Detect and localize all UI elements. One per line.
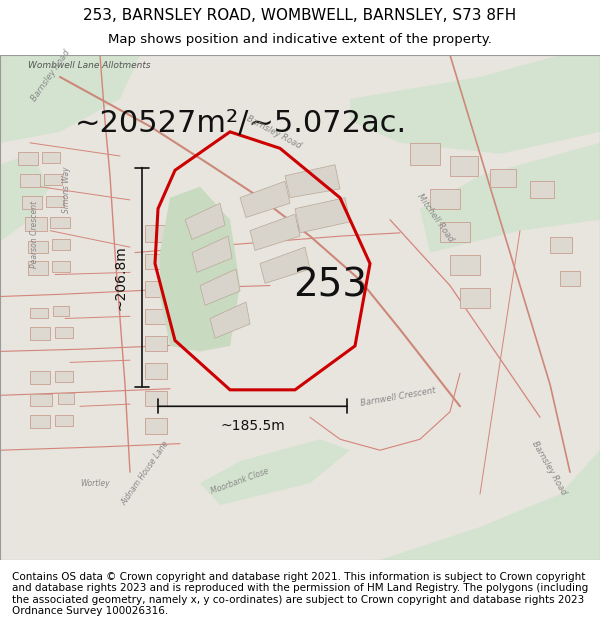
- Polygon shape: [42, 152, 60, 162]
- Text: Barnsley Road: Barnsley Road: [245, 114, 303, 151]
- Polygon shape: [28, 261, 48, 274]
- Text: Simons Way: Simons Way: [62, 166, 71, 213]
- Polygon shape: [430, 189, 460, 209]
- Polygon shape: [295, 198, 350, 233]
- Polygon shape: [210, 302, 250, 338]
- Text: Moorbank Close: Moorbank Close: [210, 467, 271, 496]
- Text: Wombwell Lane Allotments: Wombwell Lane Allotments: [28, 61, 151, 70]
- Text: 253, BARNSLEY ROAD, WOMBWELL, BARNSLEY, S73 8FH: 253, BARNSLEY ROAD, WOMBWELL, BARNSLEY, …: [83, 8, 517, 23]
- Polygon shape: [200, 439, 350, 505]
- Text: Barnsley Road: Barnsley Road: [30, 48, 72, 103]
- Polygon shape: [460, 288, 490, 308]
- Polygon shape: [52, 261, 70, 272]
- Text: 253: 253: [293, 266, 367, 304]
- Polygon shape: [18, 152, 38, 165]
- Text: Mitchell Road: Mitchell Road: [415, 192, 455, 244]
- Polygon shape: [145, 309, 167, 324]
- Polygon shape: [185, 203, 225, 239]
- Polygon shape: [450, 255, 480, 274]
- Polygon shape: [550, 238, 572, 252]
- Polygon shape: [52, 239, 70, 251]
- Text: ~206.8m: ~206.8m: [113, 245, 127, 309]
- Polygon shape: [58, 393, 74, 404]
- Text: Aidnam House Lane: Aidnam House Lane: [120, 439, 171, 507]
- Text: Contains OS data © Crown copyright and database right 2021. This information is : Contains OS data © Crown copyright and d…: [12, 572, 588, 616]
- Text: ~185.5m: ~185.5m: [220, 419, 285, 433]
- Polygon shape: [55, 415, 73, 426]
- Polygon shape: [0, 55, 140, 143]
- Polygon shape: [30, 394, 52, 406]
- Polygon shape: [0, 154, 50, 242]
- Text: Pearson Crescent: Pearson Crescent: [30, 201, 39, 268]
- Polygon shape: [30, 415, 50, 428]
- Polygon shape: [200, 269, 240, 305]
- Polygon shape: [30, 308, 48, 319]
- Polygon shape: [53, 306, 69, 316]
- Polygon shape: [55, 371, 73, 382]
- Polygon shape: [145, 254, 167, 269]
- Polygon shape: [145, 418, 167, 434]
- Polygon shape: [160, 187, 240, 351]
- Polygon shape: [145, 336, 167, 351]
- Polygon shape: [30, 371, 50, 384]
- Text: Map shows position and indicative extent of the property.: Map shows position and indicative extent…: [108, 33, 492, 46]
- Polygon shape: [440, 222, 470, 242]
- Polygon shape: [350, 55, 600, 154]
- Polygon shape: [28, 241, 48, 252]
- Polygon shape: [285, 165, 340, 198]
- Polygon shape: [260, 247, 310, 283]
- Text: Wortley: Wortley: [80, 479, 110, 489]
- Polygon shape: [240, 181, 290, 218]
- Polygon shape: [410, 143, 440, 165]
- Polygon shape: [44, 174, 62, 184]
- Text: Barnwell Crescent: Barnwell Crescent: [360, 386, 437, 408]
- Polygon shape: [250, 214, 300, 251]
- Polygon shape: [50, 217, 70, 229]
- Polygon shape: [490, 169, 516, 187]
- Polygon shape: [560, 271, 580, 286]
- Text: Barnsley Road: Barnsley Road: [530, 439, 568, 496]
- Polygon shape: [55, 328, 73, 338]
- Polygon shape: [450, 156, 478, 176]
- Polygon shape: [22, 196, 42, 209]
- Polygon shape: [420, 143, 600, 252]
- Polygon shape: [145, 364, 167, 379]
- Polygon shape: [192, 236, 232, 272]
- Polygon shape: [380, 450, 600, 560]
- Text: ~20527m²/~5.072ac.: ~20527m²/~5.072ac.: [75, 109, 407, 138]
- Polygon shape: [25, 217, 47, 231]
- Polygon shape: [20, 174, 40, 187]
- Polygon shape: [46, 196, 64, 206]
- Polygon shape: [145, 225, 170, 242]
- Polygon shape: [145, 391, 167, 406]
- Polygon shape: [530, 181, 554, 198]
- Polygon shape: [145, 281, 167, 296]
- Polygon shape: [30, 328, 50, 341]
